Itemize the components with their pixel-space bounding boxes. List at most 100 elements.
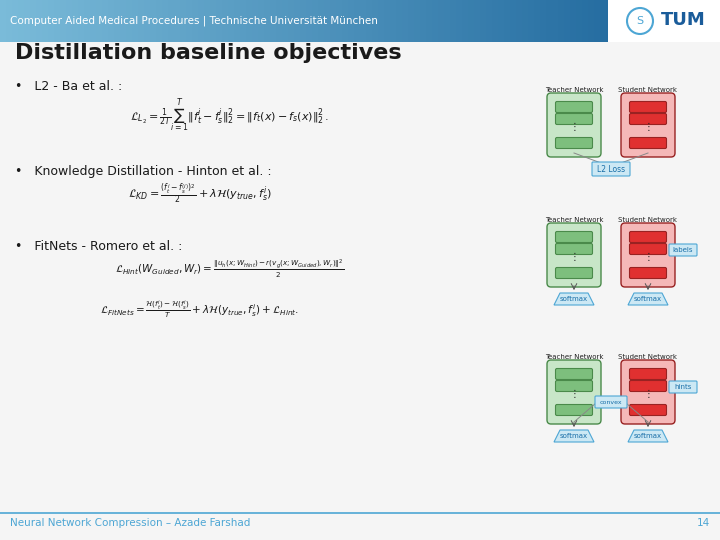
- Bar: [24, 0, 31, 42]
- FancyBboxPatch shape: [547, 93, 601, 157]
- FancyBboxPatch shape: [556, 244, 593, 254]
- Bar: [618, 0, 625, 42]
- Text: ⋮: ⋮: [643, 252, 653, 262]
- Bar: [384, 0, 391, 42]
- FancyBboxPatch shape: [621, 360, 675, 424]
- Bar: [264, 0, 271, 42]
- FancyBboxPatch shape: [669, 244, 697, 256]
- Bar: [654, 0, 661, 42]
- Text: Neural Network Compression – Azade Farshad: Neural Network Compression – Azade Farsh…: [10, 518, 251, 528]
- Bar: [714, 0, 720, 42]
- Bar: [144, 0, 151, 42]
- FancyBboxPatch shape: [556, 368, 593, 380]
- Bar: [78, 0, 85, 42]
- Bar: [120, 0, 127, 42]
- Bar: [456, 0, 463, 42]
- Bar: [708, 0, 715, 42]
- Bar: [372, 0, 379, 42]
- Bar: [558, 0, 565, 42]
- Bar: [630, 0, 637, 42]
- Bar: [636, 0, 643, 42]
- FancyBboxPatch shape: [629, 368, 667, 380]
- Bar: [162, 0, 169, 42]
- Bar: [306, 0, 313, 42]
- Text: Computer Aided Medical Procedures | Technische Universität München: Computer Aided Medical Procedures | Tech…: [10, 16, 378, 26]
- Bar: [288, 0, 295, 42]
- FancyBboxPatch shape: [629, 102, 667, 112]
- Bar: [582, 0, 589, 42]
- Bar: [168, 0, 175, 42]
- Bar: [222, 0, 229, 42]
- Bar: [192, 0, 199, 42]
- FancyBboxPatch shape: [547, 360, 601, 424]
- Bar: [438, 0, 445, 42]
- Bar: [378, 0, 385, 42]
- FancyBboxPatch shape: [629, 232, 667, 242]
- Text: •   Knowledge Distillation - Hinton et al. :: • Knowledge Distillation - Hinton et al.…: [15, 165, 271, 178]
- Bar: [102, 0, 109, 42]
- Bar: [504, 0, 511, 42]
- FancyBboxPatch shape: [629, 381, 667, 392]
- Bar: [354, 0, 361, 42]
- Text: •   FitNets - Romero et al. :: • FitNets - Romero et al. :: [15, 240, 182, 253]
- Text: ⋮: ⋮: [643, 122, 653, 132]
- Bar: [210, 0, 217, 42]
- Bar: [642, 0, 649, 42]
- Bar: [570, 0, 577, 42]
- FancyBboxPatch shape: [556, 232, 593, 242]
- Bar: [606, 0, 613, 42]
- Bar: [108, 0, 115, 42]
- Bar: [608, 0, 720, 42]
- Bar: [516, 0, 523, 42]
- Bar: [534, 0, 541, 42]
- FancyBboxPatch shape: [556, 267, 593, 279]
- Bar: [366, 0, 373, 42]
- Bar: [666, 0, 673, 42]
- Text: Student Network: Student Network: [618, 354, 678, 360]
- Bar: [702, 0, 709, 42]
- Bar: [48, 0, 55, 42]
- Bar: [528, 0, 535, 42]
- FancyBboxPatch shape: [595, 396, 627, 408]
- Bar: [72, 0, 79, 42]
- Bar: [54, 0, 61, 42]
- Text: hints: hints: [675, 384, 692, 390]
- Text: ⋮: ⋮: [569, 389, 579, 399]
- Text: Teacher Network: Teacher Network: [545, 354, 603, 360]
- Bar: [66, 0, 73, 42]
- Bar: [648, 0, 655, 42]
- FancyBboxPatch shape: [556, 138, 593, 148]
- FancyBboxPatch shape: [547, 223, 601, 287]
- Text: 14: 14: [697, 518, 710, 528]
- Bar: [204, 0, 211, 42]
- Bar: [510, 0, 517, 42]
- Bar: [132, 0, 139, 42]
- Text: Teacher Network: Teacher Network: [545, 87, 603, 93]
- Bar: [624, 0, 631, 42]
- Bar: [312, 0, 319, 42]
- Polygon shape: [628, 293, 668, 305]
- Bar: [96, 0, 103, 42]
- Bar: [588, 0, 595, 42]
- Bar: [564, 0, 571, 42]
- Text: labels: labels: [672, 247, 693, 253]
- Bar: [420, 0, 427, 42]
- FancyBboxPatch shape: [629, 404, 667, 415]
- Bar: [30, 0, 37, 42]
- Bar: [468, 0, 475, 42]
- Bar: [156, 0, 163, 42]
- Bar: [186, 0, 193, 42]
- Text: $\mathcal{L}_{FitNets} = \frac{\mathcal{H}(f_t^i) - \mathcal{H}(f_s^i)}{T} + \la: $\mathcal{L}_{FitNets} = \frac{\mathcal{…: [100, 298, 300, 320]
- Bar: [444, 0, 451, 42]
- Bar: [90, 0, 97, 42]
- Text: convex: convex: [600, 400, 622, 404]
- Bar: [174, 0, 181, 42]
- Bar: [678, 0, 685, 42]
- Bar: [6, 0, 13, 42]
- Circle shape: [625, 6, 655, 36]
- Bar: [600, 0, 607, 42]
- Text: softmax: softmax: [634, 296, 662, 302]
- Bar: [258, 0, 265, 42]
- Bar: [42, 0, 49, 42]
- Text: L2 Loss: L2 Loss: [597, 165, 625, 173]
